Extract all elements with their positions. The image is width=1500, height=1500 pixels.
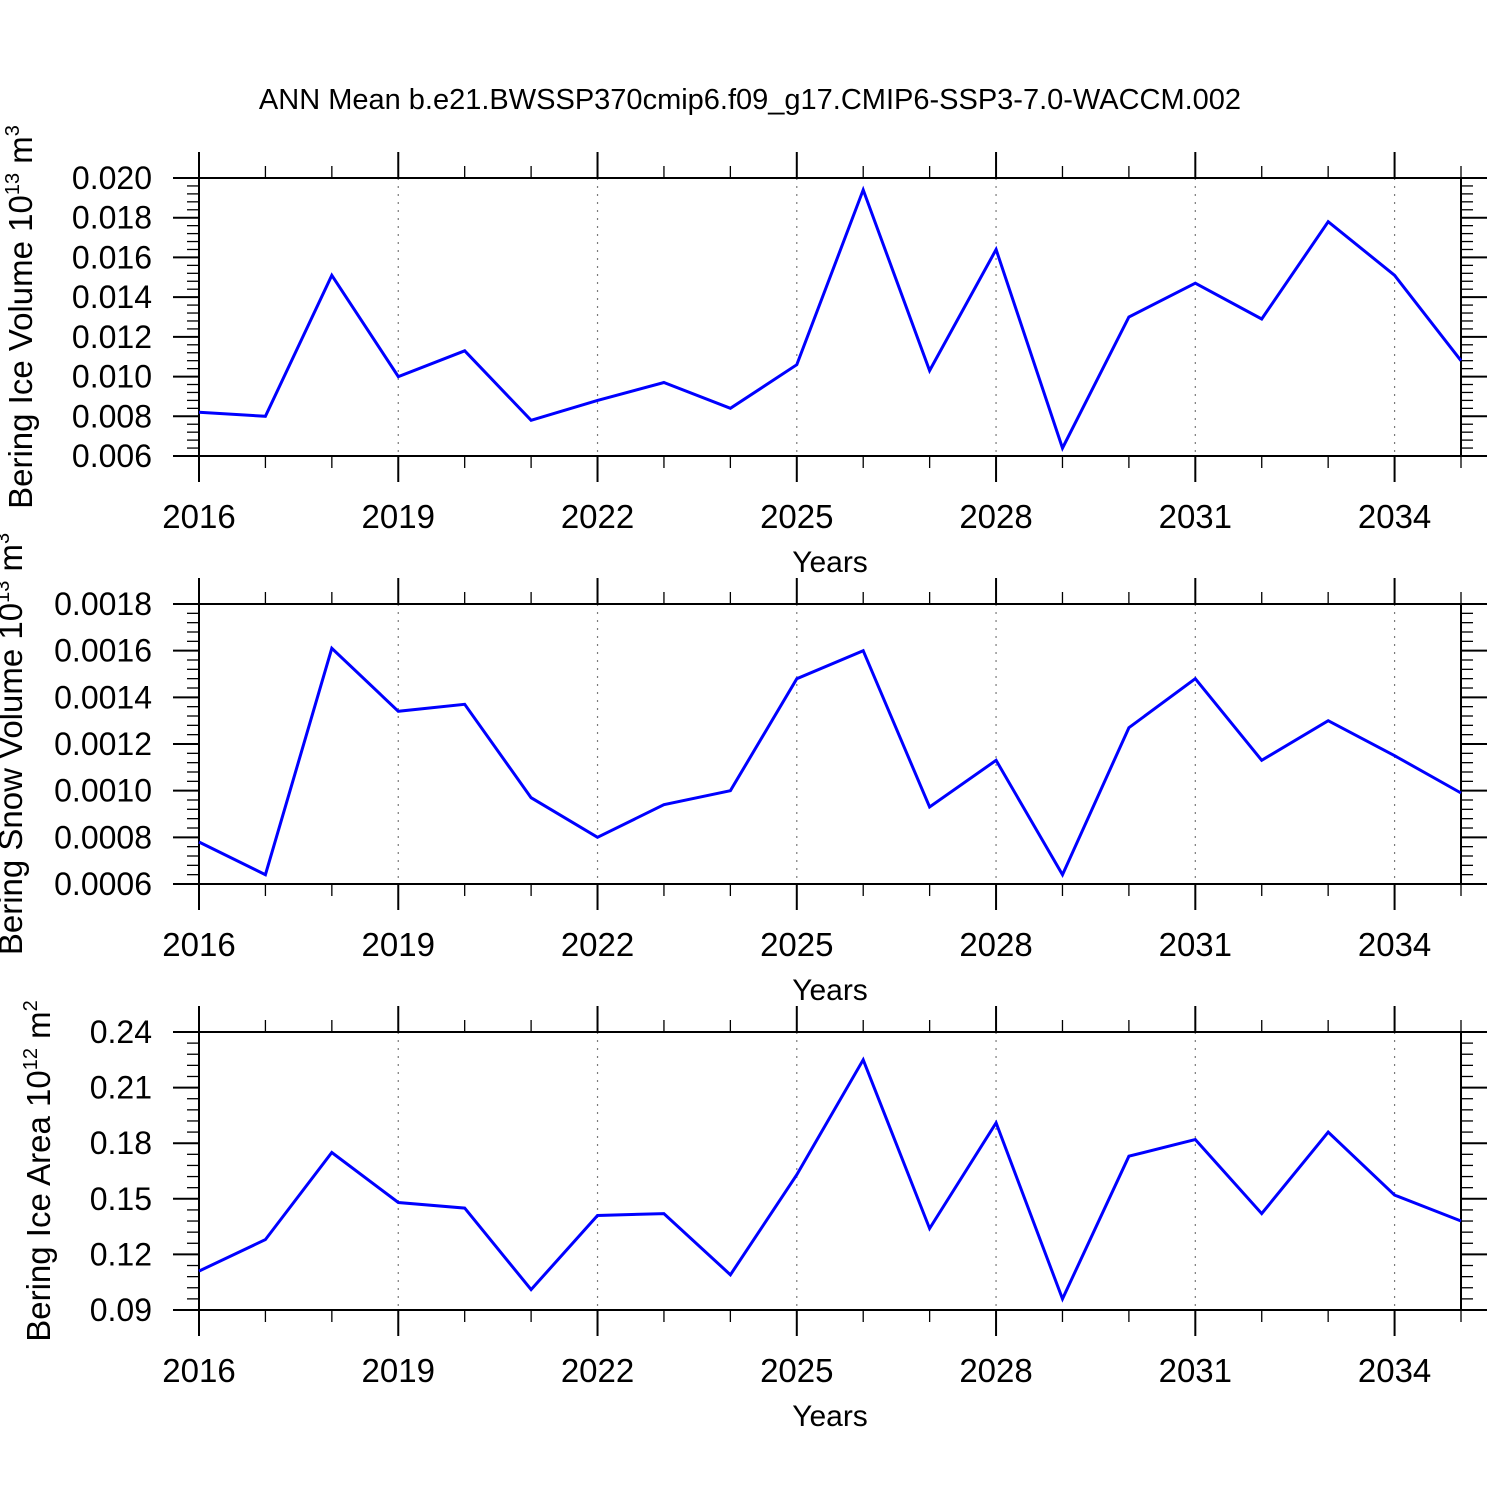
x-tick-label: 2022 (561, 926, 634, 963)
y-tick-label: 0.0008 (54, 819, 152, 855)
series-line-bering-snow-volume (198, 645, 1462, 878)
y-tick-label: 0.0010 (54, 773, 152, 809)
x-tick-label: 2031 (1159, 1352, 1232, 1389)
y-tick-label: 0.18 (90, 1125, 152, 1161)
y-tick-label: 0.016 (72, 239, 152, 275)
x-tick-label: 2025 (760, 1352, 833, 1389)
y-tick-label: 0.0012 (54, 726, 152, 762)
x-tick-label: 2019 (362, 498, 435, 535)
x-tick-label: 2016 (162, 926, 235, 963)
x-axis-label: Years (792, 546, 868, 579)
x-tick-label: 2025 (760, 926, 833, 963)
y-axis-label: Bering Snow Volume 1013 m3 (0, 533, 29, 955)
y-tick-label: 0.0006 (54, 866, 152, 902)
y-axis-label: Bering Ice Volume 1013 m3 (2, 125, 39, 509)
x-tick-label: 2022 (561, 1352, 634, 1389)
y-tick-label: 0.014 (72, 279, 152, 315)
x-tick-label: 2022 (561, 498, 634, 535)
x-axis-label: Years (792, 1400, 868, 1433)
y-tick-label: 0.09 (90, 1292, 152, 1328)
x-tick-label: 2028 (959, 498, 1032, 535)
y-tick-label: 0.010 (72, 359, 152, 395)
y-tick-label: 0.15 (90, 1181, 152, 1217)
x-tick-label: 2031 (1159, 926, 1232, 963)
x-tick-label: 2034 (1358, 1352, 1431, 1389)
x-tick-label: 2019 (362, 926, 435, 963)
y-tick-label: 0.24 (90, 1014, 152, 1050)
x-tick-label: 2025 (760, 498, 833, 535)
panel-bering-ice-area: 0.09 0.12 0.15 0.18 0.21 0.24 2016 2019 2022 2025… (20, 1000, 1487, 1433)
y-tick-label: 0.0018 (54, 586, 152, 622)
chart-title: ANN Mean b.e21.BWSSP370cmip6.f09_g17.CMI… (258, 84, 1242, 116)
y-tick-label: 0.018 (72, 200, 152, 236)
x-tick-label: 2016 (162, 498, 235, 535)
plot-frame (198, 177, 1462, 457)
y-tick-label: 0.008 (72, 398, 152, 434)
x-tick-label: 2019 (362, 1352, 435, 1389)
series-line-bering-ice-volume (198, 185, 1463, 452)
x-tick-label: 2031 (1159, 498, 1232, 535)
y-tick-label: 0.21 (90, 1070, 152, 1106)
y-tick-label: 0.006 (72, 438, 152, 474)
x-tick-label: 2034 (1358, 926, 1431, 963)
x-tick-label: 2028 (959, 926, 1032, 963)
y-tick-label: 0.0016 (54, 633, 152, 669)
x-axis-label: Years (792, 974, 868, 1007)
x-tick-label: 2034 (1358, 498, 1431, 535)
panel-bering-snow-volume: 0.0006 0.0008 0.0010 0.0012 0.0014 0.0016 0.00… (0, 533, 1487, 1007)
plot-frame (198, 1031, 1462, 1311)
y-tick-label: 0.0014 (54, 679, 152, 715)
x-tick-label: 2028 (959, 1352, 1032, 1389)
series-line-bering-ice-area (198, 1056, 1462, 1303)
y-tick-label: 0.020 (72, 160, 152, 196)
plot-frame (198, 603, 1462, 885)
y-tick-label: 0.012 (72, 319, 152, 355)
y-tick-label: 0.12 (90, 1236, 152, 1272)
y-axis-label: Bering Ice Area 1012 m2 (20, 1000, 57, 1342)
x-tick-label: 2016 (162, 1352, 235, 1389)
